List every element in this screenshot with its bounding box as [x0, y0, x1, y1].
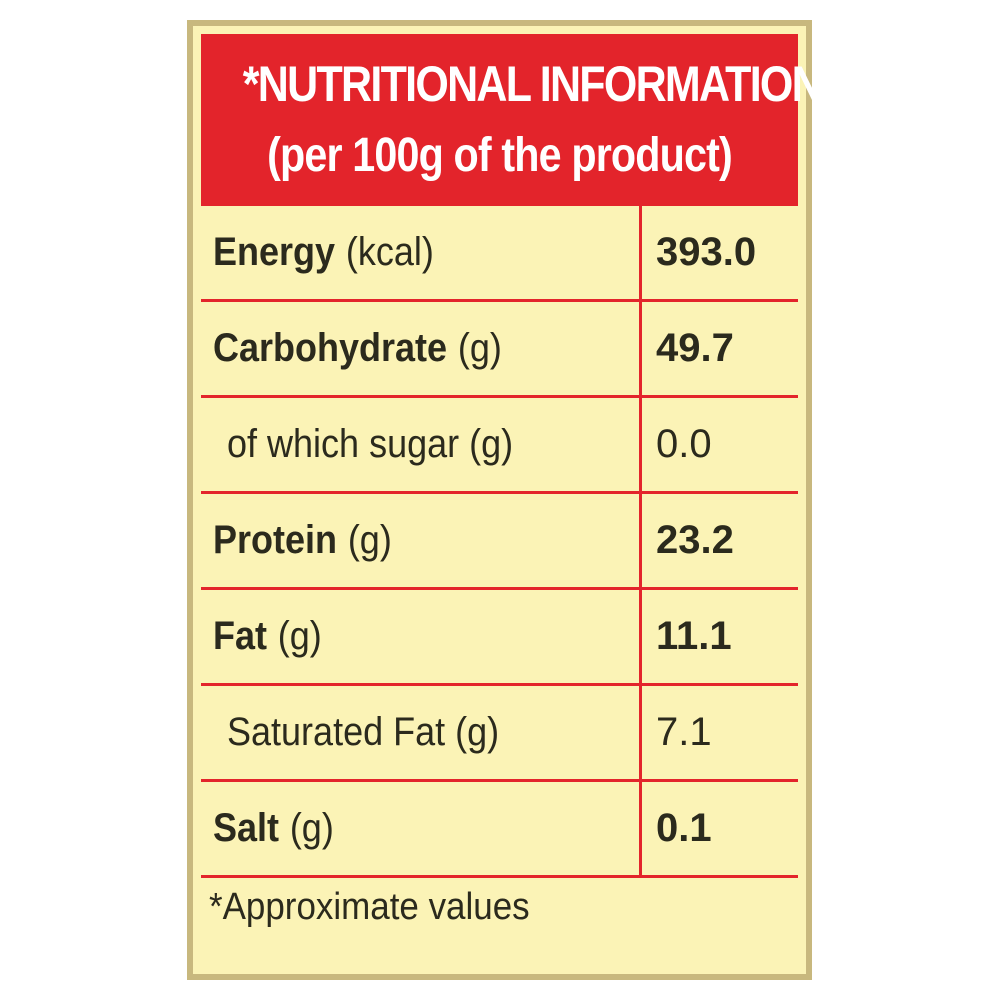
nutrient-unit: (g) [347, 518, 392, 562]
nutrient-value: 23.2 [656, 518, 734, 562]
row-label: of which sugar (g) [227, 398, 513, 491]
nutrient-value: 7.1 [656, 710, 712, 754]
nutrition-row-energy: Energy (kcal) 393.0 [201, 206, 798, 302]
nutrition-row-salt: Salt (g) 0.1 [201, 782, 798, 878]
nutrient-name: Carbohydrate [213, 326, 448, 370]
row-label: Saturated Fat (g) [227, 686, 499, 779]
header-title: *NUTRITIONAL INFORMATION [242, 56, 823, 112]
nutrient-unit: (kcal) [345, 230, 434, 274]
nutrient-value: 0.0 [656, 422, 712, 466]
nutrition-row-protein: Protein (g) 23.2 [201, 494, 798, 590]
nutrition-row-saturated-fat: Saturated Fat (g) 7.1 [201, 686, 798, 782]
header-subtitle: (per 100g of the product) [267, 129, 733, 182]
nutrient-unit: (g) [277, 614, 322, 658]
footnote: *Approximate values [209, 886, 530, 928]
row-label: Carbohydrate (g) [213, 302, 502, 395]
nutrition-label: *NUTRITIONAL INFORMATION (per 100g of th… [187, 20, 823, 980]
nutrient-value: 11.1 [656, 614, 732, 658]
row-label: Protein (g) [213, 494, 392, 587]
nutrient-name: Salt [213, 806, 280, 850]
nutrient-name: Energy [213, 230, 336, 274]
nutrition-row-carbohydrate: Carbohydrate (g) 49.7 [201, 302, 798, 398]
column-divider [639, 206, 642, 878]
nutrition-row-fat: Fat (g) 11.1 [201, 590, 798, 686]
nutrient-unit: (g) [289, 806, 334, 850]
nutrient-value: 49.7 [656, 326, 734, 370]
nutrient-name: of which sugar (g) [227, 422, 514, 466]
nutrition-row-sugar: of which sugar (g) 0.0 [201, 398, 798, 494]
nutrient-name: Fat [213, 614, 267, 658]
nutrient-value: 0.1 [656, 806, 712, 850]
row-label: Fat (g) [213, 590, 322, 683]
nutrient-name: Protein [213, 518, 338, 562]
nutrition-header: *NUTRITIONAL INFORMATION (per 100g of th… [201, 34, 823, 206]
row-label: Energy (kcal) [213, 206, 434, 299]
nutrient-value: 393.0 [656, 230, 757, 274]
row-label: Salt (g) [213, 782, 334, 875]
nutrient-unit: (g) [457, 326, 502, 370]
nutrient-name: Saturated Fat (g) [227, 710, 500, 754]
nutrition-table: Energy (kcal) 393.0 Carbohydrate (g) 49.… [201, 206, 798, 878]
